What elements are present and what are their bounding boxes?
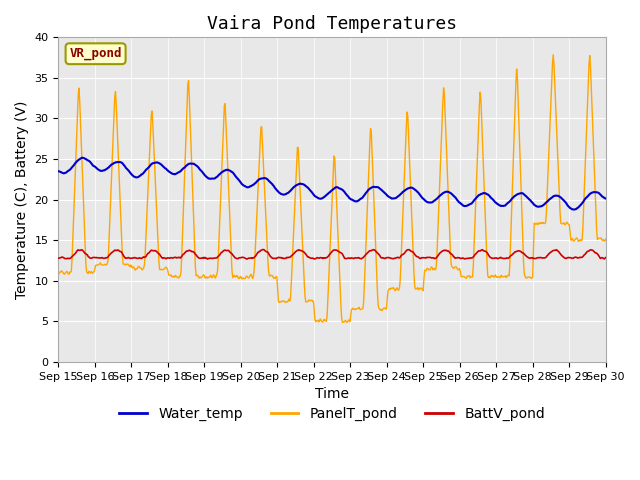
- X-axis label: Time: Time: [315, 387, 349, 401]
- Title: Vaira Pond Temperatures: Vaira Pond Temperatures: [207, 15, 457, 33]
- Legend: Water_temp, PanelT_pond, BattV_pond: Water_temp, PanelT_pond, BattV_pond: [114, 401, 550, 426]
- Text: VR_pond: VR_pond: [69, 47, 122, 60]
- Y-axis label: Temperature (C), Battery (V): Temperature (C), Battery (V): [15, 100, 29, 299]
